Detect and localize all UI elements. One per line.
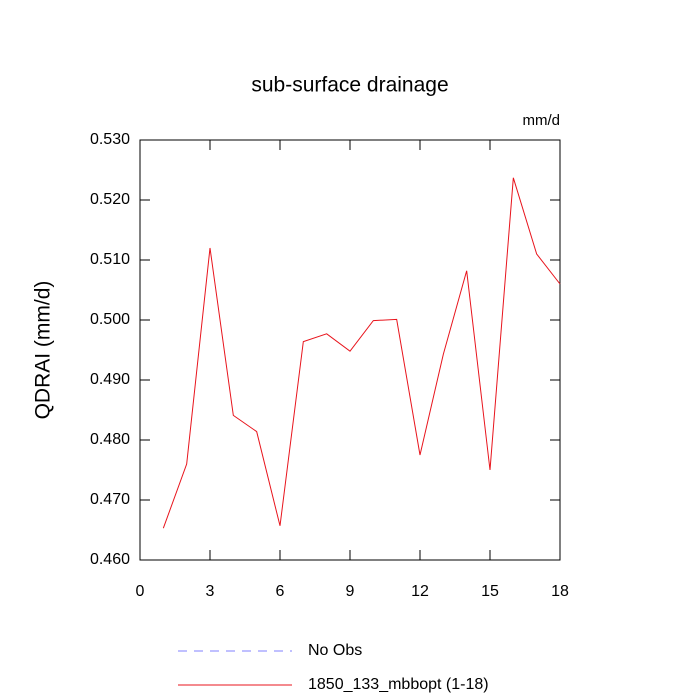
x-tick-label: 3 — [206, 583, 215, 600]
y-tick-label: 0.470 — [90, 491, 130, 508]
chart-title: sub-surface drainage — [251, 74, 448, 97]
x-tick-label: 6 — [276, 583, 285, 600]
y-tick-label: 0.480 — [90, 431, 130, 448]
y-tick-label: 0.500 — [90, 311, 130, 328]
x-tick-label: 12 — [411, 583, 429, 600]
series-line — [162, 177, 561, 529]
units-label: mm/d — [523, 112, 561, 129]
legend-label: 1850_133_mbbopt (1-18) — [308, 676, 489, 693]
x-tick-label: 9 — [346, 583, 355, 600]
x-tick-label: 0 — [136, 583, 145, 600]
x-tick-label: 18 — [551, 583, 569, 600]
y-tick-label: 0.510 — [90, 251, 130, 268]
y-tick-label: 0.490 — [90, 371, 130, 388]
legend-label: No Obs — [308, 642, 362, 659]
y-tick-label: 0.530 — [90, 131, 130, 148]
y-tick-label: 0.460 — [90, 551, 130, 568]
y-axis-label: QDRAI (mm/d) — [32, 281, 55, 420]
y-tick-label: 0.520 — [90, 191, 130, 208]
x-tick-label: 15 — [481, 583, 499, 600]
